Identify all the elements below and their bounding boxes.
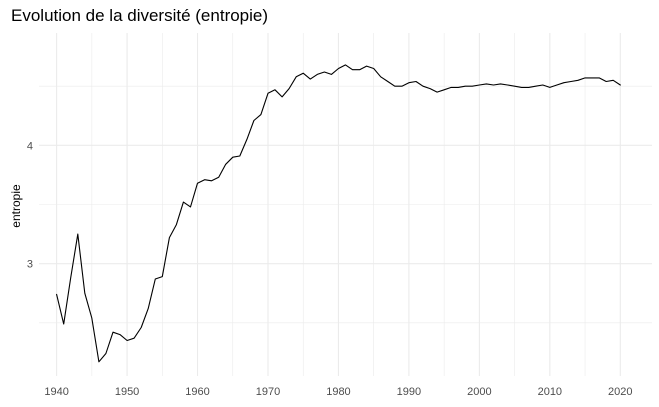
- x-tick-label: 2000: [467, 386, 491, 398]
- x-tick-label: 1970: [256, 386, 280, 398]
- y-tick-label: 4: [27, 140, 33, 152]
- chart-title: Evolution de la diversité (entropie): [11, 6, 269, 25]
- grid: [39, 33, 652, 376]
- series-line: [56, 64, 621, 363]
- data-layer: [56, 64, 621, 363]
- x-tick-label: 2010: [538, 386, 562, 398]
- x-tick-label: 1980: [326, 386, 350, 398]
- x-tick-label: 1950: [115, 386, 139, 398]
- tick-labels: 3 4 1940 1950 1960 1970 1980 1990 2000 2010 2020: [27, 140, 633, 398]
- x-tick-label: 1940: [44, 386, 68, 398]
- y-tick-label: 3: [27, 259, 33, 271]
- x-tick-label: 2020: [608, 386, 632, 398]
- x-tick-label: 1960: [185, 386, 209, 398]
- x-tick-label: 1990: [397, 386, 421, 398]
- y-axis-title: entropie: [9, 184, 23, 228]
